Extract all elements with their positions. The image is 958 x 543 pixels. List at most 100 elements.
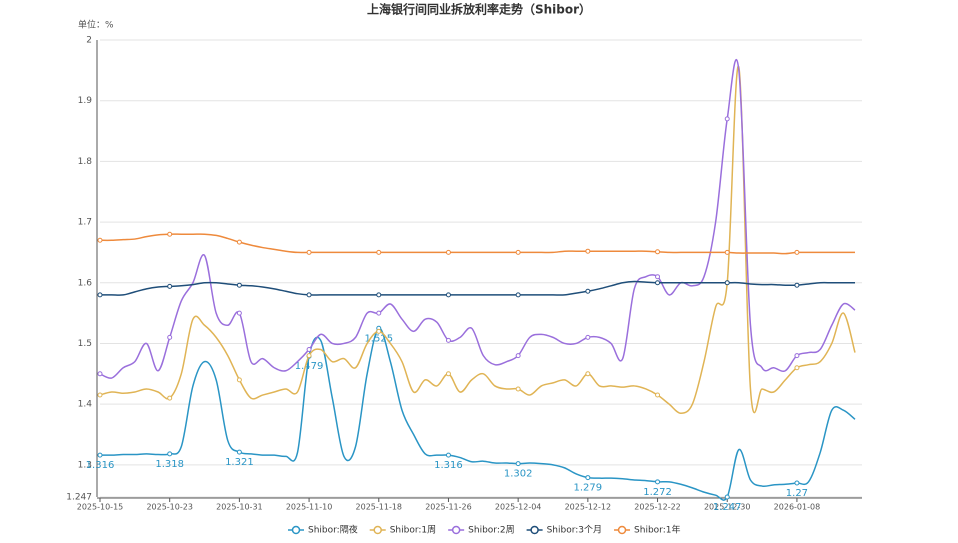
- legend-marker: [291, 525, 301, 535]
- data-label: 1.272: [643, 487, 672, 498]
- point-marker: [376, 310, 382, 316]
- series-line: [99, 327, 856, 501]
- point-marker: [376, 249, 382, 255]
- x-tick-label: 2025-11-10: [286, 503, 333, 512]
- point-marker: [655, 479, 661, 485]
- data-label: 1.247: [713, 502, 742, 513]
- point-marker: [794, 353, 800, 359]
- legend-label: Shibor:1年: [634, 524, 680, 536]
- y-unit-label: 单位：%: [78, 19, 114, 31]
- point-marker: [585, 475, 591, 481]
- point-marker: [306, 353, 312, 359]
- point-marker: [655, 274, 661, 280]
- point-marker: [445, 249, 451, 255]
- y-tick-label: 1.4: [78, 400, 93, 410]
- y-tick-label: 1.247: [66, 493, 92, 503]
- point-marker: [794, 480, 800, 486]
- point-marker: [585, 288, 591, 294]
- x-tick-label: 2025-12-12: [565, 503, 612, 512]
- point-marker: [515, 386, 521, 392]
- series-line: [99, 59, 856, 379]
- point-marker: [97, 371, 103, 377]
- point-marker: [376, 328, 382, 334]
- point-marker: [97, 452, 103, 458]
- legend: Shibor:隔夜 Shibor:1周 Shibor:2周 Shibor:3个月 Shi…: [288, 524, 680, 536]
- point-marker: [167, 395, 173, 401]
- legend-marker: [373, 525, 382, 535]
- point-marker: [167, 451, 173, 457]
- data-label: 1.27: [786, 488, 808, 499]
- point-marker: [655, 280, 661, 286]
- point-marker: [794, 249, 800, 255]
- y-tick-label: 1.7: [78, 218, 92, 228]
- point-marker: [724, 249, 730, 255]
- point-marker: [515, 353, 521, 359]
- point-marker: [445, 292, 451, 298]
- legend-label: Shibor:3个月: [547, 525, 602, 536]
- point-marker: [445, 337, 451, 343]
- data-label: 1.302: [504, 469, 533, 480]
- point-marker: [585, 248, 591, 254]
- data-label: 1.316: [86, 460, 115, 471]
- point-marker: [236, 282, 242, 288]
- series-line: [99, 280, 855, 296]
- x-tick-label: 2025-11-18: [356, 503, 403, 512]
- point-marker: [236, 310, 242, 316]
- data-label: 1.321: [225, 457, 254, 468]
- point-marker: [97, 292, 103, 298]
- point-marker: [306, 249, 312, 255]
- x-tick-label: 2026-01-08: [774, 503, 821, 512]
- y-tick-label: 1.6: [78, 278, 93, 288]
- point-marker: [724, 116, 730, 122]
- legend-marker: [451, 525, 461, 535]
- data-label: 1.525: [364, 333, 393, 344]
- point-marker: [585, 334, 591, 340]
- y-tick-label: 1.9: [78, 96, 93, 106]
- point-marker: [97, 392, 103, 398]
- point-marker: [167, 231, 173, 237]
- point-marker: [376, 292, 382, 298]
- data-label: 1.479: [295, 361, 324, 372]
- point-marker: [794, 282, 800, 288]
- legend-label: Shibor:隔夜: [308, 524, 358, 536]
- point-marker: [515, 461, 521, 467]
- x-tick-label: 2025-12-30: [704, 503, 751, 512]
- point-marker: [655, 392, 661, 398]
- point-marker: [236, 239, 242, 245]
- x-tick-label: 2025-12-04: [495, 503, 542, 512]
- point-marker: [445, 452, 451, 458]
- point-marker: [515, 292, 521, 298]
- point-marker: [167, 334, 173, 340]
- point-marker: [236, 449, 242, 455]
- x-tick-label: 2025-10-15: [77, 503, 124, 512]
- x-tick-label: 2025-10-31: [216, 503, 263, 512]
- legend-marker: [530, 525, 539, 535]
- x-tick-label: 2025-12-22: [634, 503, 681, 512]
- point-marker: [655, 249, 661, 255]
- y-tick-label: 1.8: [78, 157, 93, 167]
- chart-title: 上海银行间同业拆放利率走势（Shibor）: [367, 2, 591, 17]
- point-marker: [585, 371, 591, 377]
- legend-label: Shibor:2周: [468, 525, 514, 536]
- point-marker: [794, 365, 800, 371]
- x-tick-label: 2025-10-23: [146, 503, 193, 512]
- data-label: 1.318: [155, 459, 184, 470]
- legend-marker: [617, 525, 627, 535]
- point-marker: [167, 283, 173, 289]
- point-marker: [724, 494, 730, 500]
- point-marker: [236, 377, 242, 383]
- data-label: 1.316: [434, 460, 463, 471]
- point-marker: [97, 237, 103, 243]
- point-marker: [306, 292, 312, 298]
- legend-label: Shibor:1周: [390, 525, 436, 536]
- point-marker: [306, 347, 312, 353]
- data-label: 1.279: [574, 483, 603, 494]
- y-tick-label: 1.5: [78, 339, 92, 349]
- y-tick-label: 1.3: [78, 460, 92, 470]
- y-tick-label: 2: [86, 36, 92, 46]
- x-tick-label: 2025-11-26: [425, 503, 472, 512]
- point-marker: [515, 249, 521, 255]
- series-line: [99, 233, 855, 255]
